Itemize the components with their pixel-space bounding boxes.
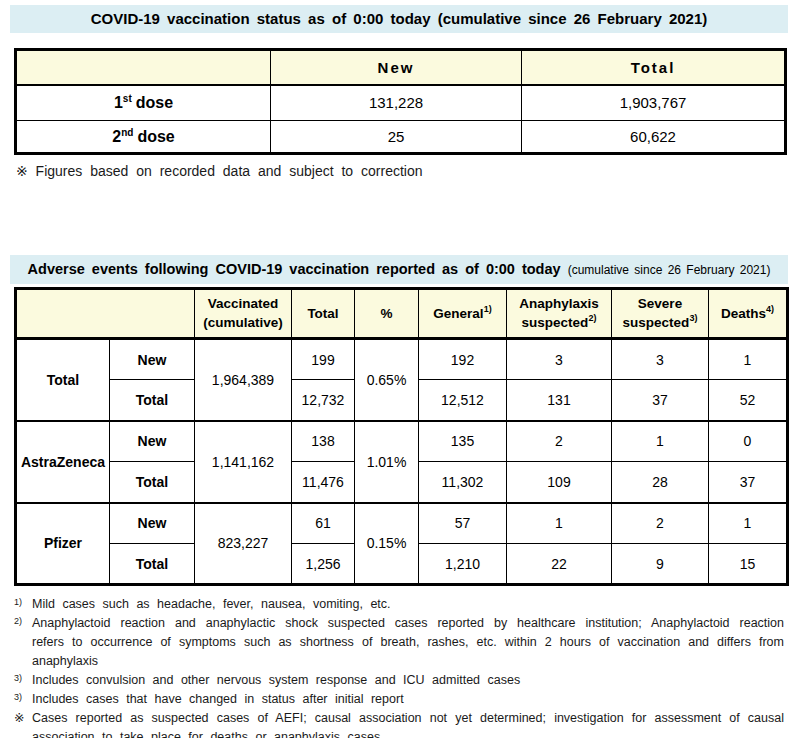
value-cell: 0.65% <box>355 339 419 421</box>
footnote-text: Includes cases that have changed in stat… <box>32 690 784 709</box>
total-column-header: Total <box>292 289 355 339</box>
footnote-marker: 3) <box>14 669 32 688</box>
vaccinated-column-header: Vaccinated (cumulative) <box>195 289 292 339</box>
value-cell: 0.15% <box>355 503 419 585</box>
value-cell: 37 <box>612 380 709 421</box>
first-dose-label: 1stdose <box>16 85 271 121</box>
footnote-text: Cases reported as suspected cases of AEF… <box>32 709 784 738</box>
vaccination-status-table: New Total 1stdose 131,228 1,903,767 2ndd… <box>14 48 787 155</box>
vaccination-status-title: COVID-19 vaccination status as of 0:00 t… <box>10 5 788 33</box>
row-label-cell: New <box>110 421 195 462</box>
value-cell: 1,141,162 <box>195 421 292 503</box>
value-cell: 28 <box>612 462 709 503</box>
footnote-3: 3) Includes convulsion and other nervous… <box>14 671 784 690</box>
row-label-cell: Total <box>110 462 195 503</box>
adverse-events-title-main: Adverse events following COVID-19 vaccin… <box>28 261 561 277</box>
row-label-cell: Total <box>110 380 195 421</box>
value-cell: 1 <box>612 421 709 462</box>
adverse-events-title-paren: (cumulative since 26 February 2021) <box>568 263 771 277</box>
value-cell: 1 <box>709 503 788 544</box>
row-label-cell: New <box>110 339 195 380</box>
adverse-events-title: Adverse events following COVID-19 vaccin… <box>10 255 788 284</box>
value-cell: 138 <box>292 421 355 462</box>
footnote-marker: ※ <box>14 709 32 738</box>
total-group-new-row: Total New 1,964,389 199 0.65% 192 3 3 1 <box>16 339 788 380</box>
severe-column-header: Severe suspected3) <box>612 289 709 339</box>
vaccine-name-cell: Pfizer <box>16 503 110 585</box>
value-cell: 192 <box>419 339 507 380</box>
correction-note: ※ Figures based on recorded data and sub… <box>16 163 798 179</box>
table1-total-column-header: Total <box>522 50 786 85</box>
table1-header-row: New Total <box>16 50 786 85</box>
footnote-marker: 3) <box>14 688 32 707</box>
first-dose-new-value: 131,228 <box>271 85 522 121</box>
footnote-1: 1) Mild cases such as headache, fever, n… <box>14 595 784 614</box>
value-cell: 15 <box>709 544 788 585</box>
value-cell: 135 <box>419 421 507 462</box>
footnote-asterisk: ※ Cases reported as suspected cases of A… <box>14 709 784 738</box>
value-cell: 1,256 <box>292 544 355 585</box>
footnote-marker: 1) <box>14 593 32 612</box>
value-cell: 3 <box>612 339 709 380</box>
value-cell: 131 <box>507 380 612 421</box>
value-cell: 1 <box>709 339 788 380</box>
value-cell: 22 <box>507 544 612 585</box>
vaccine-name-cell: Total <box>16 339 110 421</box>
table1-empty-header-cell <box>16 50 271 85</box>
value-cell: 1 <box>507 503 612 544</box>
anaphylaxis-column-header: Anaphylaxis suspected2) <box>507 289 612 339</box>
first-dose-row: 1stdose 131,228 1,903,767 <box>16 85 786 121</box>
footnote-4: 3) Includes cases that have changed in s… <box>14 690 784 709</box>
footnote-marker: 2) <box>14 612 32 669</box>
second-dose-row: 2nddose 25 60,622 <box>16 121 786 154</box>
value-cell: 9 <box>612 544 709 585</box>
value-cell: 11,476 <box>292 462 355 503</box>
value-cell: 0 <box>709 421 788 462</box>
table2-header-row: Vaccinated (cumulative) Total % General1… <box>16 289 788 339</box>
value-cell: 1,964,389 <box>195 339 292 421</box>
second-dose-label: 2nddose <box>16 121 271 154</box>
pfizer-group-new-row: Pfizer New 823,227 61 0.15% 57 1 2 1 <box>16 503 788 544</box>
astrazeneca-group-new-row: AstraZeneca New 1,141,162 138 1.01% 135 … <box>16 421 788 462</box>
general-column-header: General1) <box>419 289 507 339</box>
value-cell: 199 <box>292 339 355 380</box>
first-dose-total-value: 1,903,767 <box>522 85 786 121</box>
value-cell: 61 <box>292 503 355 544</box>
vaccine-name-cell: AstraZeneca <box>16 421 110 503</box>
row-label-cell: Total <box>110 544 195 585</box>
second-dose-total-value: 60,622 <box>522 121 786 154</box>
table1-new-column-header: New <box>271 50 522 85</box>
footnotes: 1) Mild cases such as headache, fever, n… <box>14 595 784 738</box>
deaths-column-header: Deaths4) <box>709 289 788 339</box>
value-cell: 1.01% <box>355 421 419 503</box>
footnote-text: Mild cases such as headache, fever, naus… <box>32 595 784 614</box>
footnote-text: Anaphylactoid reaction and anaphylactic … <box>32 614 784 671</box>
percent-column-header: % <box>355 289 419 339</box>
second-dose-new-value: 25 <box>271 121 522 154</box>
value-cell: 37 <box>709 462 788 503</box>
value-cell: 109 <box>507 462 612 503</box>
value-cell: 1,210 <box>419 544 507 585</box>
value-cell: 2 <box>612 503 709 544</box>
value-cell: 823,227 <box>195 503 292 585</box>
value-cell: 12,512 <box>419 380 507 421</box>
row-label-cell: New <box>110 503 195 544</box>
footnote-text: Includes convulsion and other nervous sy… <box>32 671 784 690</box>
value-cell: 11,302 <box>419 462 507 503</box>
value-cell: 52 <box>709 380 788 421</box>
value-cell: 3 <box>507 339 612 380</box>
value-cell: 2 <box>507 421 612 462</box>
value-cell: 12,732 <box>292 380 355 421</box>
value-cell: 57 <box>419 503 507 544</box>
table2-empty-header-cell <box>16 289 195 339</box>
adverse-events-table: Vaccinated (cumulative) Total % General1… <box>14 287 789 586</box>
footnote-2: 2) Anaphylactoid reaction and anaphylact… <box>14 614 784 671</box>
